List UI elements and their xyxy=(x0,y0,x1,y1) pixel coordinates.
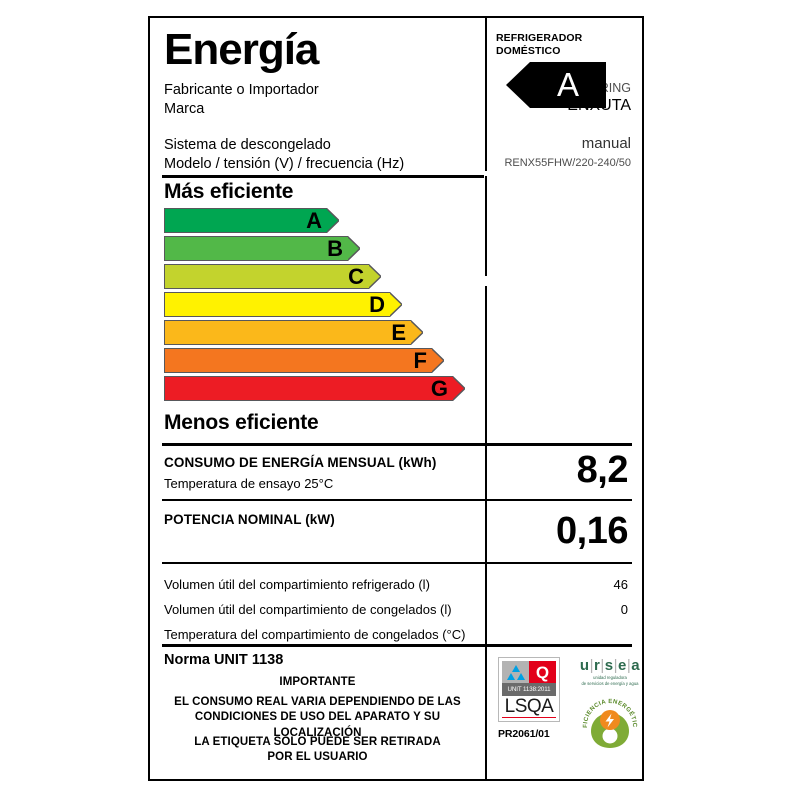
rule-below-power xyxy=(162,562,632,564)
rated-power-value: 0,16 xyxy=(556,510,628,552)
ursea-sep-4: | xyxy=(626,657,632,674)
efficiency-bar-body xyxy=(164,320,410,345)
ursea-letter-u: u xyxy=(579,657,590,674)
efficiency-bar-tip xyxy=(387,291,404,318)
efficiency-bar-body xyxy=(164,236,347,261)
efficiency-bar-tip xyxy=(408,319,425,346)
least-efficient-heading: Menos eficiente xyxy=(164,411,319,434)
ursea-letter-r: r xyxy=(593,657,601,674)
efficiency-bar-body xyxy=(164,376,452,401)
rated-power-label: POTENCIA NOMINAL (kW) xyxy=(164,512,335,527)
defrost-label: Sistema de descongelado xyxy=(164,137,331,153)
ursea-subtitle-line2: de servicios de energía y agua xyxy=(581,680,639,686)
ursea-letter-a: a xyxy=(631,657,641,674)
efficiency-bar-tip xyxy=(429,347,446,374)
efficiency-class-g: G xyxy=(164,375,467,402)
rating-letter: A xyxy=(556,66,579,103)
efficiency-class-f: F xyxy=(164,347,446,374)
volume-row-label: Volumen útil del compartimiento refriger… xyxy=(164,577,430,592)
column-divider-efficiency xyxy=(485,176,487,276)
lsqa-wordmark: LSQA xyxy=(502,696,556,718)
ursea-sep-1: | xyxy=(589,657,594,674)
energy-consumption-sublabel: Temperatura de ensayo 25°C xyxy=(164,476,334,491)
efficiency-bar-tip xyxy=(450,375,467,402)
efficiency-bar-body xyxy=(164,208,326,233)
ursea-letter-s: s xyxy=(604,657,614,674)
volume-row-label: Volumen útil del compartimiento de conge… xyxy=(164,602,452,617)
efficiency-class-d: D xyxy=(164,291,404,318)
energy-efficiency-seal: EFICIENCIA ENERGÉTICA xyxy=(577,686,641,753)
model-label: Modelo / tensión (V) / frecuencia (Hz) xyxy=(164,156,405,172)
efficiency-class-letter: C xyxy=(348,263,364,289)
appliance-type: REFRIGERADOR DOMÉSTICO xyxy=(496,32,582,58)
efficiency-class-b: B xyxy=(164,235,362,262)
appliance-type-line1: REFRIGERADOR xyxy=(496,32,583,44)
volume-row-value: 0 xyxy=(620,602,628,617)
efficiency-class-letter: G xyxy=(430,375,448,401)
ursea-wordmark: u|r|s|e|a xyxy=(574,658,646,673)
efficiency-class-letter: E xyxy=(391,319,406,345)
defrost-value: manual xyxy=(581,135,631,152)
efficiency-bar-body xyxy=(164,292,389,317)
efficiency-class-letter: D xyxy=(369,291,385,317)
efficiency-class-letter: F xyxy=(413,347,427,373)
efficiency-bar-body xyxy=(164,348,431,373)
notice-line-3: LA ETIQUETA SÓLO PUEDE SER RETIRADA xyxy=(194,736,441,748)
notice-line-1: EL CONSUMO REAL VARIA DEPENDIENDO DE LAS xyxy=(174,696,461,708)
ursea-letter-e: e xyxy=(617,657,627,674)
energy-efficiency-seal-graphic: EFICIENCIA ENERGÉTICA xyxy=(577,686,638,749)
efficiency-class-letter: A xyxy=(306,207,322,233)
important-heading: IMPORTANTE xyxy=(279,676,356,688)
notice-line-4: POR EL USUARIO xyxy=(267,751,368,763)
model-value: RENX55FHW/220-240/50 xyxy=(504,157,631,169)
energy-consumption-value: 8,2 xyxy=(576,449,629,491)
volume-row-value: 46 xyxy=(613,577,628,592)
most-efficient-heading: Más eficiente xyxy=(164,180,294,203)
rating-badge: A xyxy=(506,62,606,108)
triangle-glyph xyxy=(506,664,525,680)
ursea-subtitle: unidad reguladora de servicios de energí… xyxy=(574,675,646,686)
efficiency-class-a: A xyxy=(164,207,341,234)
efficiency-class-e: E xyxy=(164,319,425,346)
efficiency-bar-tip xyxy=(366,263,383,290)
norm-reference: Norma UNIT 1138 xyxy=(164,652,284,668)
lsqa-unit-standard: UNIT 1138:2011 xyxy=(502,683,556,696)
rating-badge-arrow-shape xyxy=(506,62,606,108)
lsqa-certificate-code: PR2061/01 xyxy=(498,727,550,740)
efficiency-class-c: C xyxy=(164,263,383,290)
efficiency-bar-tip xyxy=(324,207,341,234)
lsqa-certification-logo: Q UNIT 1138:2011 LSQA PR2061/01 xyxy=(498,657,568,740)
column-divider-data xyxy=(485,286,487,691)
rule-above-efficiency xyxy=(162,175,484,178)
page-title: Energía xyxy=(164,25,319,74)
efficiency-bar-body xyxy=(164,264,368,289)
rule-below-efficiency xyxy=(162,443,632,446)
lsqa-logo-box: Q UNIT 1138:2011 LSQA xyxy=(498,657,560,722)
rule-above-footer xyxy=(162,644,632,647)
column-divider-footer xyxy=(485,644,487,781)
notice-line-2: CONDICIONES DE USO DEL APARATO Y SU LOCA… xyxy=(194,711,441,739)
volume-row-label: Temperatura del compartimiento de congel… xyxy=(164,627,466,642)
ursea-subtitle-line1: unidad reguladora xyxy=(593,675,627,680)
energy-consumption-label: CONSUMO DE ENERGÍA MENSUAL (kWh) xyxy=(164,455,437,470)
energy-label: Energía REFRIGERADOR DOMÉSTICO Fabricant… xyxy=(148,16,644,781)
ursea-logo: u|r|s|e|a unidad reguladora de servicios… xyxy=(574,658,646,753)
efficiency-class-letter: B xyxy=(327,235,343,261)
manufacturer-label: Fabricante o Importador xyxy=(164,82,319,98)
column-divider-header xyxy=(485,18,487,171)
efficiency-bar-tip xyxy=(345,235,362,262)
unit-triangle-icon xyxy=(502,661,529,683)
rule-between-consumption-rows xyxy=(162,499,632,501)
ursea-sep-3: | xyxy=(613,657,618,674)
brand-label: Marca xyxy=(164,101,205,117)
lsqa-q-mark: Q xyxy=(529,661,556,683)
ursea-sep-2: | xyxy=(600,657,605,674)
lsqa-logo-top: Q xyxy=(502,661,556,683)
appliance-type-line2: DOMÉSTICO xyxy=(496,44,561,57)
